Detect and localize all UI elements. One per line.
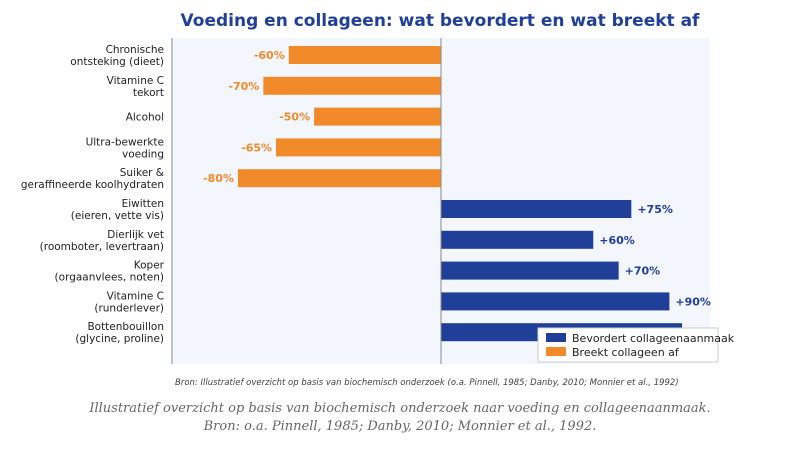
bar-4 bbox=[276, 138, 441, 157]
caption-line-2: Bron: o.a. Pinnell, 1985; Danby, 2010; M… bbox=[203, 419, 597, 434]
value-label-1: -60% bbox=[254, 49, 285, 62]
value-label-8: +70% bbox=[625, 265, 661, 278]
value-label-5: -80% bbox=[203, 172, 234, 185]
category-label-5: Suiker & geraffineerde koolhydraten bbox=[21, 167, 164, 191]
category-label-9: Vitamine C (runderlever) bbox=[94, 290, 164, 314]
caption-line-1: Illustratief overzicht op basis van bioc… bbox=[89, 401, 711, 416]
category-label-1: Chronische ontsteking (dieet) bbox=[70, 44, 164, 68]
category-label-3: Alcohol bbox=[126, 112, 164, 124]
legend-label-negative: Breekt collageen af bbox=[572, 346, 680, 359]
bar-6 bbox=[441, 200, 632, 218]
bar-3 bbox=[314, 107, 441, 126]
category-label-10: Bottenbouillon (glycine, proline) bbox=[75, 321, 164, 345]
category-label-4: Ultra-bewerkte voeding bbox=[86, 136, 164, 160]
category-label-7: Dierlijk vet (roomboter, levertraan) bbox=[40, 229, 164, 253]
legend-label-positive: Bevordert collageenaanmaak bbox=[572, 332, 735, 345]
category-label-8: Koper (orgaanvlees, noten) bbox=[55, 260, 165, 284]
value-label-4: -65% bbox=[241, 141, 272, 154]
legend-box bbox=[537, 327, 719, 363]
legend-swatch-negative bbox=[546, 347, 566, 356]
value-label-2: -70% bbox=[228, 80, 259, 93]
value-label-6: +75% bbox=[637, 203, 673, 216]
collagen-bar-chart: Voeding en collageen: wat bevordert en w… bbox=[21, 11, 735, 388]
bars-layer: -60% -70% -50% -65% -80% +75% +60% +70% +90% bbox=[203, 46, 711, 342]
bar-8 bbox=[441, 261, 619, 280]
category-label-6: Eiwitten (eieren, vette vis) bbox=[71, 198, 164, 222]
figure-caption: Illustratief overzicht op basis van bioc… bbox=[0, 400, 800, 436]
bar-2 bbox=[263, 76, 441, 95]
legend-swatch-positive bbox=[546, 333, 566, 342]
chart-title: Voeding en collageen: wat bevordert en w… bbox=[181, 11, 701, 31]
value-label-3: -50% bbox=[279, 111, 310, 124]
bar-9 bbox=[441, 292, 670, 311]
value-label-9: +90% bbox=[675, 295, 711, 308]
bar-5 bbox=[237, 169, 441, 188]
bar-7 bbox=[441, 230, 594, 249]
source-note: Bron: Illustratief overzicht op basis va… bbox=[175, 378, 679, 388]
bar-1 bbox=[288, 46, 441, 64]
legend: Bevordert collageenaanmaak Breekt collag… bbox=[537, 327, 735, 363]
value-label-7: +60% bbox=[599, 234, 635, 247]
